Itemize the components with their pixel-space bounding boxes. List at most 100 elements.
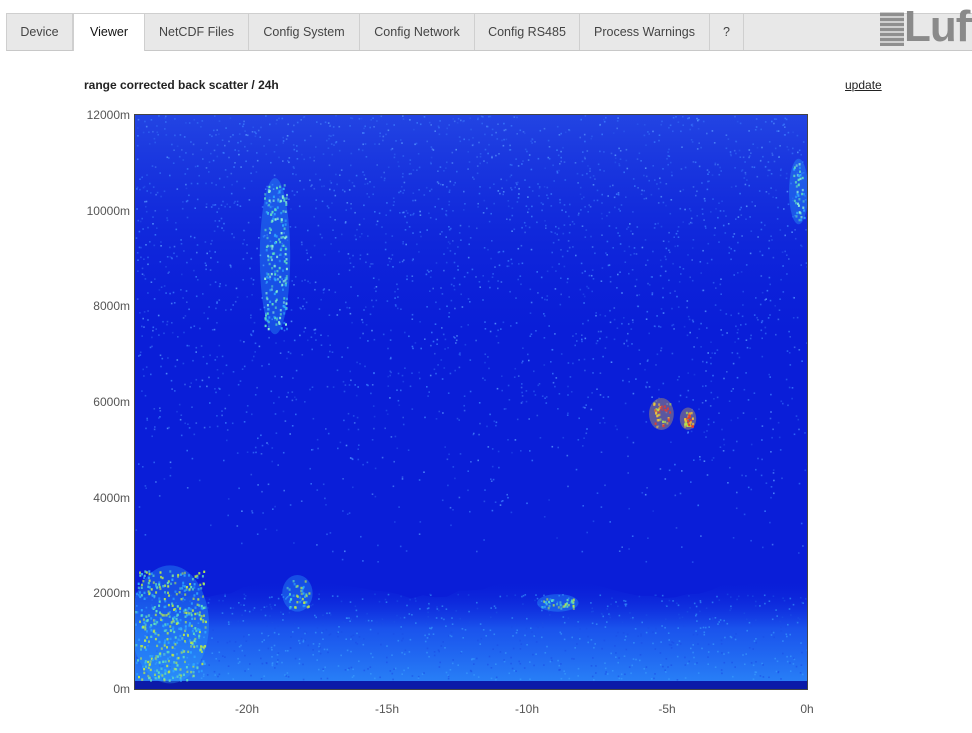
noise-speck — [500, 328, 502, 330]
bl-speck — [170, 654, 172, 656]
noise-speck — [543, 337, 546, 339]
noise-speck — [137, 135, 139, 137]
noise-speck — [273, 402, 275, 404]
noise-speck — [296, 145, 298, 147]
low_cloud-speck — [184, 629, 187, 633]
noise-speck — [777, 206, 779, 209]
noise-speck — [358, 118, 361, 120]
noise-speck — [214, 281, 217, 283]
noise-speck — [636, 294, 638, 297]
low_cloud-speck — [196, 603, 199, 606]
low_cloud-speck — [155, 610, 158, 613]
bl-speck — [525, 627, 528, 630]
tab-process-warnings[interactable]: Process Warnings — [580, 14, 710, 50]
noise-speck — [759, 250, 761, 253]
bl-speck — [267, 635, 270, 637]
noise-speck — [325, 504, 327, 506]
cirrus-speck — [276, 290, 278, 293]
bl-speck — [322, 638, 324, 640]
tab-config-system[interactable]: Config System — [249, 14, 360, 50]
tab-netcdf-files[interactable]: NetCDF Files — [145, 14, 249, 50]
noise-speck — [617, 193, 620, 196]
low_cloud-speck — [153, 619, 155, 622]
cirrus-speck — [798, 211, 801, 214]
noise-speck — [556, 125, 559, 128]
noise-speck — [778, 436, 781, 439]
tab-config-rs485[interactable]: Config RS485 — [475, 14, 580, 50]
noise-speck — [239, 339, 242, 342]
bl-speck — [762, 636, 765, 638]
noise-speck — [186, 261, 188, 264]
bl-speck — [302, 678, 305, 681]
noise-speck — [514, 186, 516, 189]
tab-device[interactable]: Device — [7, 14, 73, 50]
noise-speck — [559, 303, 562, 306]
noise-speck — [243, 239, 245, 241]
low_cloud-speck — [172, 597, 175, 601]
noise-speck — [242, 123, 245, 125]
bl-speck — [248, 634, 250, 636]
bl-speck — [260, 609, 263, 611]
bl-speck — [776, 660, 779, 663]
noise-speck — [561, 255, 564, 258]
noise-speck — [712, 198, 714, 200]
noise-speck — [311, 449, 313, 451]
noise-speck — [320, 123, 322, 125]
strong_echo-speck — [689, 415, 691, 418]
noise-speck — [438, 308, 441, 310]
noise-speck — [240, 166, 242, 168]
noise-speck — [525, 225, 527, 227]
noise-speck — [393, 153, 396, 156]
tab-config-network[interactable]: Config Network — [360, 14, 475, 50]
noise-speck — [765, 298, 767, 300]
bl-speck — [350, 618, 352, 621]
noise-speck — [747, 399, 750, 401]
noise-speck — [277, 274, 279, 276]
tab-viewer[interactable]: Viewer — [73, 13, 145, 51]
low_cloud-speck — [144, 660, 147, 663]
noise-speck — [166, 320, 169, 323]
bl-speck — [165, 625, 167, 627]
noise-speck — [635, 378, 637, 380]
update-link[interactable]: update — [845, 78, 882, 92]
bl-speck — [782, 597, 784, 599]
noise-speck — [159, 410, 162, 412]
noise-speck — [154, 166, 157, 168]
bl-speck — [350, 638, 352, 641]
bl-speck — [759, 605, 761, 607]
noise-speck — [243, 229, 246, 232]
noise-speck — [670, 171, 673, 174]
low_cloud-speck — [177, 656, 180, 660]
noise-speck — [774, 305, 776, 307]
bl-speck — [145, 606, 148, 609]
noise-speck — [545, 227, 547, 229]
noise-speck — [554, 288, 557, 290]
noise-speck — [484, 353, 487, 356]
low_cloud-speck — [288, 607, 291, 610]
cirrus-speck — [270, 258, 273, 262]
noise-speck — [707, 180, 709, 183]
low_cloud-speck — [176, 657, 179, 660]
noise-speck — [147, 310, 149, 312]
cirrus-speck — [801, 192, 804, 196]
low_cloud-speck — [135, 623, 137, 626]
noise-speck — [156, 227, 158, 229]
noise-speck — [408, 173, 411, 175]
noise-speck — [747, 486, 750, 489]
low_cloud-speck — [184, 615, 187, 618]
noise-speck — [174, 365, 177, 368]
noise-speck — [290, 208, 292, 210]
noise-speck — [369, 181, 371, 183]
bl-speck — [260, 678, 263, 680]
noise-speck — [618, 147, 620, 150]
low_cloud-speck — [147, 576, 150, 580]
noise-speck — [286, 239, 289, 242]
bl-speck — [755, 641, 757, 644]
noise-speck — [653, 325, 656, 327]
bl-speck — [355, 609, 358, 612]
noise-speck — [144, 394, 147, 397]
noise-speck — [285, 138, 288, 140]
noise-speck — [300, 307, 302, 310]
tab-help[interactable]: ? — [710, 14, 744, 50]
bl-speck — [707, 643, 710, 646]
